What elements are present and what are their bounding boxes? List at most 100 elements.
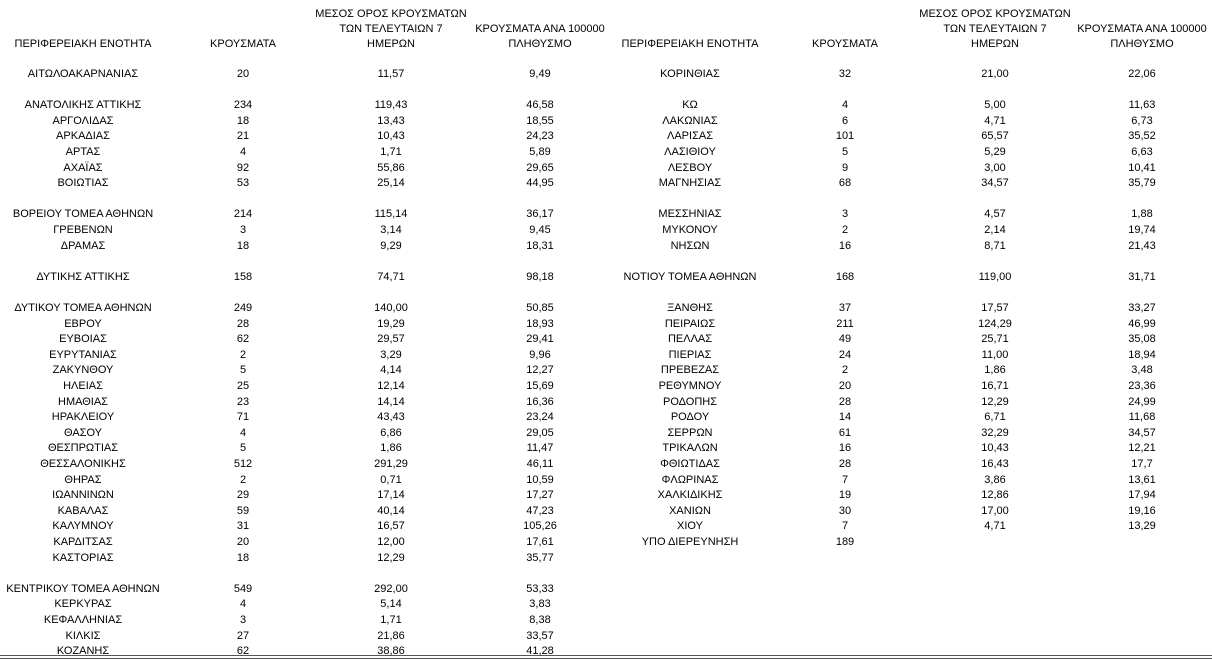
cases-per-100k: 3,83: [529, 598, 551, 611]
region-name: ΕΒΡΟΥ: [64, 317, 102, 330]
column-header: ΠΕΡΙΦΕΡΕΙΑΚΗ ΕΝΟΤΗΤΑ: [14, 38, 152, 50]
cases-per-100k: 18,93: [526, 317, 554, 330]
seven-day-average: 3,00: [984, 161, 1006, 174]
seven-day-average: 25,14: [377, 177, 405, 190]
seven-day-average: 3,29: [380, 348, 402, 361]
cases-per-100k: 34,57: [1128, 426, 1156, 439]
seven-day-average: 65,57: [981, 130, 1009, 143]
cases-per-100k: 13,29: [1128, 520, 1156, 533]
region-name: ΛΑΡΙΣΑΣ: [666, 130, 714, 143]
seven-day-average: 40,14: [377, 504, 405, 517]
region-name: ΑΡΚΑΔΙΑΣ: [56, 130, 110, 143]
region-name: ΑΧΑΪΑΣ: [63, 161, 103, 174]
region-name: ΣΕΡΡΩΝ: [667, 426, 713, 439]
region-name: ΠΙΕΡΙΑΣ: [668, 348, 712, 361]
region-name: ΛΑΚΩΝΙΑΣ: [662, 114, 718, 127]
seven-day-average: 16,71: [981, 380, 1009, 392]
seven-day-average: 29,57: [377, 333, 405, 346]
column-header: ΚΡΟΥΣΜΑΤΑ ΑΝΑ 100000: [475, 23, 605, 35]
cases-per-100k: 11,63: [1128, 99, 1156, 112]
cases: 28: [838, 395, 852, 408]
seven-day-average: 55,86: [377, 161, 405, 174]
region-name: ΧΑΛΚΙΔΙΚΗΣ: [657, 489, 723, 502]
region-name: ΘΕΣΣΑΛΟΝΙΚΗΣ: [40, 458, 126, 470]
seven-day-average: 1,86: [380, 442, 402, 455]
seven-day-average: 43,43: [377, 411, 405, 424]
seven-day-average: 12,29: [981, 395, 1009, 408]
cases: 30: [838, 504, 852, 517]
region-name: ΚΕΦΑΛΛΗΝΙΑΣ: [43, 614, 123, 626]
region-name: ΚΑΒΑΛΑΣ: [57, 504, 109, 517]
region-name: ΘΑΣΟΥ: [63, 426, 103, 439]
seven-day-average: 38,86: [377, 645, 405, 658]
seven-day-average: 16,57: [377, 520, 405, 533]
region-name: ΑΡΤΑΣ: [65, 146, 101, 158]
cases: 3: [239, 224, 247, 236]
cases-per-100k: 1,88: [1131, 208, 1153, 221]
region-name: ΡΕΘΥΜΝΟΥ: [658, 380, 722, 392]
cases-per-100k: 29,05: [526, 426, 554, 439]
column-header: ΤΩΝ ΤΕΛΕΥΤΑΙΩΝ 7: [339, 23, 443, 35]
seven-day-average: 4,14: [380, 364, 402, 377]
cases-per-100k: 9,49: [529, 68, 551, 80]
seven-day-average: 5,00: [984, 99, 1006, 112]
cases-per-100k: 18,55: [526, 114, 554, 127]
seven-day-average: 1,71: [380, 146, 402, 158]
seven-day-average: 10,43: [981, 442, 1009, 455]
region-name: ΔΡΑΜΑΣ: [60, 239, 106, 252]
seven-day-average: 2,14: [984, 224, 1006, 236]
region-name: ΝΗΣΩΝ: [670, 239, 710, 252]
column-header: ΗΜΕΡΩΝ: [367, 38, 415, 50]
cases: 4: [239, 146, 247, 158]
cases: 512: [233, 458, 253, 470]
cases-per-100k: 24,23: [526, 130, 554, 143]
region-name: ΚΩ: [682, 99, 698, 112]
cases: 4: [239, 426, 247, 439]
region-name: ΦΛΩΡΙΝΑΣ: [661, 473, 719, 486]
cases-per-100k: 47,23: [526, 504, 554, 517]
seven-day-average: 10,43: [377, 130, 405, 143]
region-name: ΓΡΕΒΕΝΩΝ: [53, 224, 113, 236]
seven-day-average: 119,43: [374, 99, 408, 112]
cases-per-100k: 8,38: [529, 614, 551, 626]
cases-per-100k: 18,31: [526, 239, 554, 252]
cases: 3: [841, 208, 849, 221]
column-header: ΗΜΕΡΩΝ: [971, 38, 1019, 50]
cases-per-100k: 98,18: [526, 270, 554, 283]
seven-day-average: 11,57: [377, 68, 405, 80]
seven-day-average: 124,29: [978, 317, 1012, 330]
cases-per-100k: 35,77: [526, 551, 554, 564]
cases: 21: [236, 130, 250, 143]
region-name: ΔΥΤΙΚΟΥ ΤΟΜΕΑ ΑΘΗΝΩΝ: [14, 302, 152, 314]
cases: 214: [233, 208, 253, 221]
seven-day-average: 1,86: [984, 364, 1006, 377]
bottom-rule: [0, 655, 1212, 656]
seven-day-average: 34,57: [981, 177, 1009, 190]
region-name: ΥΠΟ ΔΙΕΡΕΥΝΗΣΗ: [641, 536, 739, 548]
cases-per-100k: 5,89: [529, 146, 551, 158]
cases-per-100k: 23,36: [1128, 380, 1156, 392]
cases: 18: [236, 551, 250, 564]
region-name: ΗΜΑΘΙΑΣ: [58, 395, 108, 408]
region-name: ΖΑΚΥΝΘΟΥ: [52, 364, 114, 377]
cases-per-100k: 18,94: [1128, 348, 1156, 361]
cases-per-100k: 6,73: [1131, 114, 1153, 127]
cases: 28: [838, 458, 852, 470]
region-name: ΑΝΑΤΟΛΙΚΗΣ ΑΤΤΙΚΗΣ: [24, 99, 142, 112]
cases: 5: [239, 442, 247, 455]
seven-day-average: 74,71: [377, 270, 405, 283]
cases: 249: [233, 302, 253, 314]
region-name: ΑΙΤΩΛΟΑΚΑΡΝΑΝΙΑΣ: [27, 68, 139, 80]
cases-per-100k: 31,71: [1128, 270, 1156, 283]
cases-per-100k: 35,08: [1128, 333, 1156, 346]
cases: 4: [841, 99, 849, 112]
region-name: ΕΥΒΟΙΑΣ: [59, 333, 107, 346]
region-name: ΗΛΕΙΑΣ: [63, 380, 103, 392]
seven-day-average: 115,14: [374, 208, 408, 221]
seven-day-average: 12,86: [981, 489, 1009, 502]
cases: 19: [838, 489, 852, 502]
region-name: ΡΟΔΟΥ: [670, 411, 710, 424]
cases: 31: [236, 520, 250, 533]
cases-per-100k: 46,58: [526, 99, 554, 112]
seven-day-average: 6,86: [380, 426, 402, 439]
